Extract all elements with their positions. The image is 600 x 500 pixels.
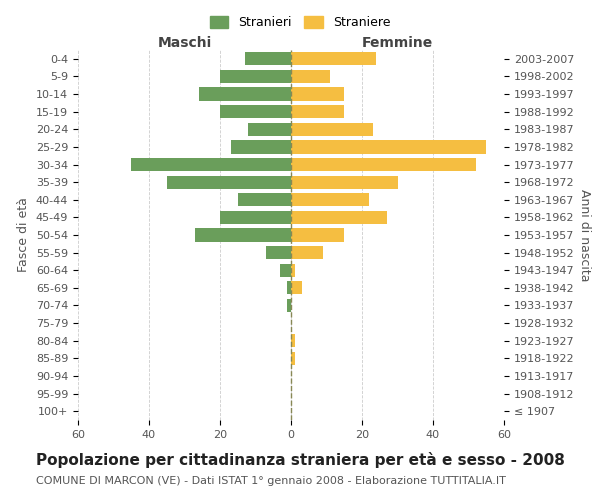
Bar [248,122,291,136]
Bar [245,52,291,66]
Bar [291,105,344,118]
Bar [131,158,291,171]
Bar [291,70,330,83]
Text: Femmine: Femmine [362,36,433,50]
Bar [287,281,291,294]
Bar [291,140,486,153]
Bar [167,176,291,188]
Bar [195,228,291,241]
Bar [280,264,291,277]
Text: Maschi: Maschi [157,36,212,50]
Bar [220,211,291,224]
Bar [291,176,398,188]
Bar [220,70,291,83]
Y-axis label: Anni di nascita: Anni di nascita [578,188,591,281]
Bar [291,211,387,224]
Bar [291,334,295,347]
Y-axis label: Fasce di età: Fasce di età [17,198,31,272]
Bar [220,105,291,118]
Bar [287,299,291,312]
Bar [291,122,373,136]
Bar [291,228,344,241]
Text: Popolazione per cittadinanza straniera per età e sesso - 2008: Popolazione per cittadinanza straniera p… [36,452,565,468]
Bar [291,352,295,365]
Bar [291,158,476,171]
Bar [291,88,344,101]
Legend: Stranieri, Straniere: Stranieri, Straniere [205,11,395,34]
Bar [291,193,369,206]
Bar [230,140,291,153]
Text: COMUNE DI MARCON (VE) - Dati ISTAT 1° gennaio 2008 - Elaborazione TUTTITALIA.IT: COMUNE DI MARCON (VE) - Dati ISTAT 1° ge… [36,476,506,486]
Bar [291,281,302,294]
Bar [238,193,291,206]
Bar [266,246,291,259]
Bar [291,52,376,66]
Bar [291,246,323,259]
Bar [291,264,295,277]
Bar [199,88,291,101]
